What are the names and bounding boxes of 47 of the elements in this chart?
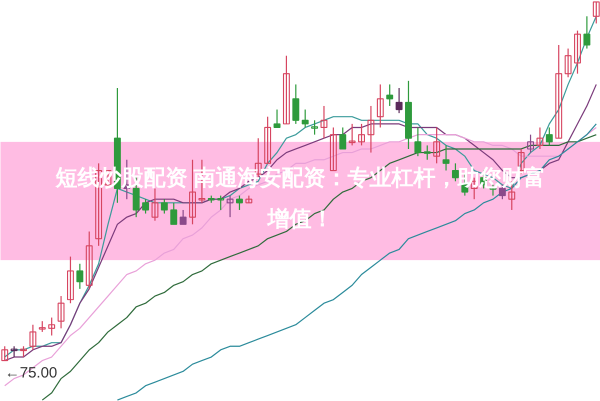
candlestick [217, 195, 224, 211]
candlestick [320, 105, 328, 139]
candlestick [311, 120, 318, 136]
candlestick [396, 87, 403, 114]
candlestick [546, 126, 553, 146]
candlestick [86, 230, 93, 290]
candlestick [583, 16, 590, 50]
candlestick [76, 263, 84, 290]
candlestick [386, 84, 394, 107]
candlestick [339, 126, 346, 150]
candlestick [48, 316, 56, 336]
candlestick [348, 123, 356, 146]
candlestick [574, 30, 581, 74]
candlestick [38, 320, 46, 333]
candlestick [302, 108, 309, 128]
candlestick [592, 1, 600, 24]
candlestick [236, 195, 243, 211]
candlestick [226, 195, 234, 218]
candlestick [1, 346, 8, 362]
candlestick [58, 295, 65, 329]
candlestick [564, 48, 572, 78]
candlestick [10, 346, 18, 358]
candlestick [292, 84, 300, 124]
candlestick [170, 202, 178, 225]
candlestick [442, 144, 450, 172]
candlestick [555, 44, 562, 139]
candlestick [536, 126, 544, 150]
candlestick [527, 134, 534, 154]
candlestick [208, 195, 215, 204]
candlestick [142, 198, 150, 214]
text: ←75.00 [4, 364, 58, 382]
candlestick [358, 123, 365, 146]
candlestick [414, 126, 422, 157]
candlestick [20, 346, 27, 358]
candlestick [264, 116, 272, 164]
candlestick [29, 324, 36, 350]
candlestick [160, 198, 168, 214]
candlestick [367, 105, 374, 154]
candlestick [330, 126, 337, 172]
candlestick [433, 126, 440, 164]
candlestick [180, 209, 187, 225]
candlestick [152, 188, 158, 222]
candlestick [376, 84, 384, 128]
candlestick [282, 55, 290, 124]
candlestick [66, 256, 74, 304]
candlestick [424, 144, 431, 160]
candlestick [274, 108, 280, 128]
